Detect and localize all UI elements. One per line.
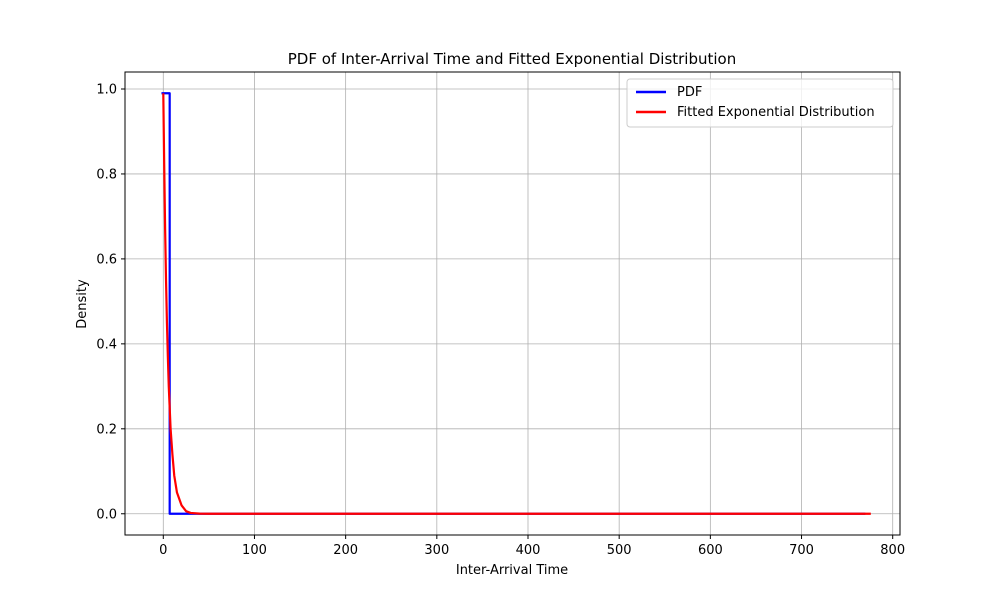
y-tick-label: 0.4: [96, 337, 117, 352]
x-tick-label: 200: [333, 543, 358, 558]
legend-label-fitted-exponential: Fitted Exponential Distribution: [677, 105, 875, 120]
chart-title: PDF of Inter-Arrival Time and Fitted Exp…: [288, 50, 736, 68]
y-tick-label: 0.0: [96, 507, 117, 522]
legend-box: [626, 78, 894, 128]
x-tick-label: 300: [424, 543, 449, 558]
x-tick-label: 700: [789, 543, 814, 558]
x-axis-title: Inter-Arrival Time: [456, 563, 568, 578]
fitted-exponential-line: [162, 93, 871, 515]
x-tick-label: 800: [880, 543, 905, 558]
plot-border: [124, 71, 901, 536]
x-tick-label: 600: [698, 543, 723, 558]
y-tick-label: 1.0: [96, 82, 117, 97]
y-axis-title: Density: [75, 279, 90, 329]
x-tick-label: 0: [159, 543, 167, 558]
y-axis-ticks: 0.0 0.2 0.4 0.6 0.8 1.0: [96, 82, 125, 522]
x-axis-ticks: 0 100 200 300 400 500 600 700 800: [159, 535, 905, 558]
legend-label-pdf: PDF: [677, 85, 702, 100]
plot-area: [125, 72, 900, 535]
y-tick-label: 0.8: [96, 167, 117, 182]
y-tick-label: 0.2: [96, 422, 117, 437]
y-tick-label: 0.6: [96, 252, 117, 267]
series-layer: [161, 92, 871, 515]
x-tick-label: 500: [607, 543, 632, 558]
x-tick-label: 400: [516, 543, 541, 558]
legend: PDF Fitted Exponential Distribution: [626, 78, 894, 128]
x-tick-label: 100: [242, 543, 267, 558]
